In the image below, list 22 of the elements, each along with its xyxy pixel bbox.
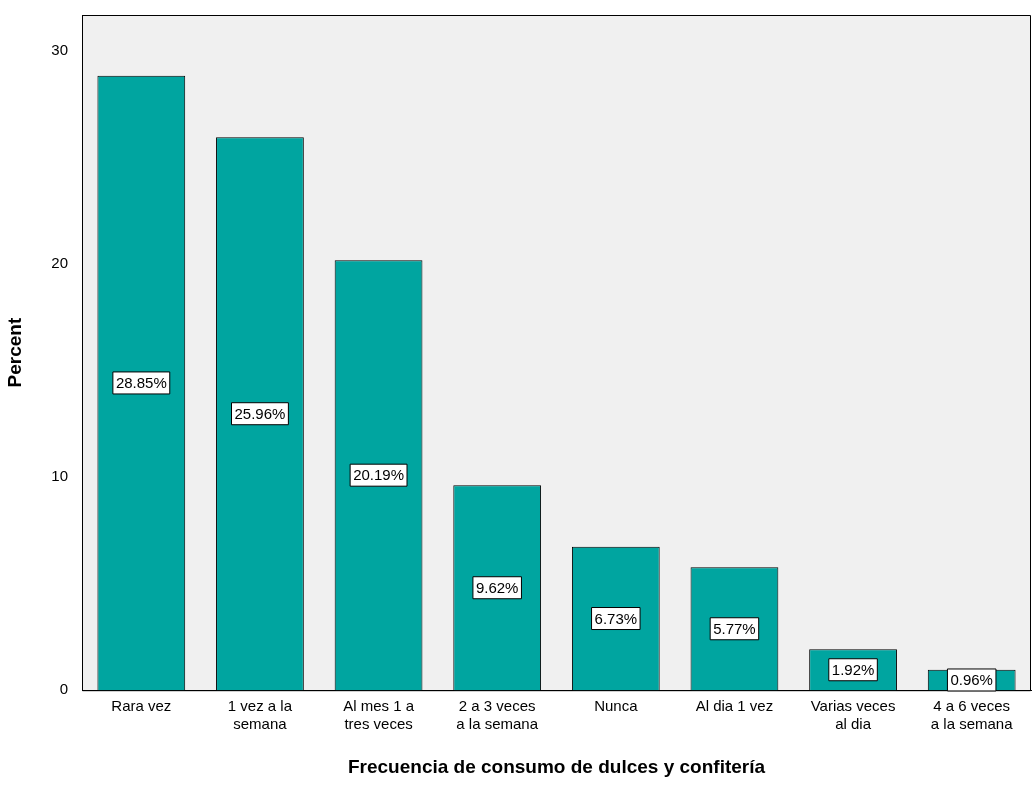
x-tick-label: Al mes 1 a tres veces: [343, 697, 415, 733]
y-tick-label: 10: [51, 467, 68, 485]
x-tick-label: 2 a 3 veces a la semana: [456, 697, 539, 733]
y-tick-label: 0: [59, 680, 68, 698]
data-label: 25.96%: [234, 404, 286, 422]
data-label: 6.73%: [594, 609, 638, 627]
x-tick-label: 1 vez a la semana: [227, 697, 293, 733]
data-label: 9.62%: [475, 578, 519, 596]
data-label: 1.92%: [831, 660, 875, 678]
x-tick-label: Varias veces al dia: [810, 697, 896, 733]
data-label: 20.19%: [353, 466, 404, 484]
x-tick-label: Rara vez: [111, 697, 172, 715]
x-axis-title: Frecuencia de consumo de dulces y confitería: [347, 755, 766, 777]
data-label: 28.85%: [115, 374, 167, 392]
y-tick-label: 30: [51, 41, 68, 59]
x-tick-label: 4 a 6 veces a la semana: [930, 697, 1014, 733]
y-axis-title: Percent: [3, 317, 25, 388]
x-tick-label: Nunca: [594, 697, 639, 715]
data-label: 5.77%: [713, 619, 756, 637]
data-label: 0.96%: [950, 671, 993, 689]
x-tick-label: Al dia 1 vez: [695, 697, 774, 715]
y-tick-label: 20: [51, 254, 68, 272]
